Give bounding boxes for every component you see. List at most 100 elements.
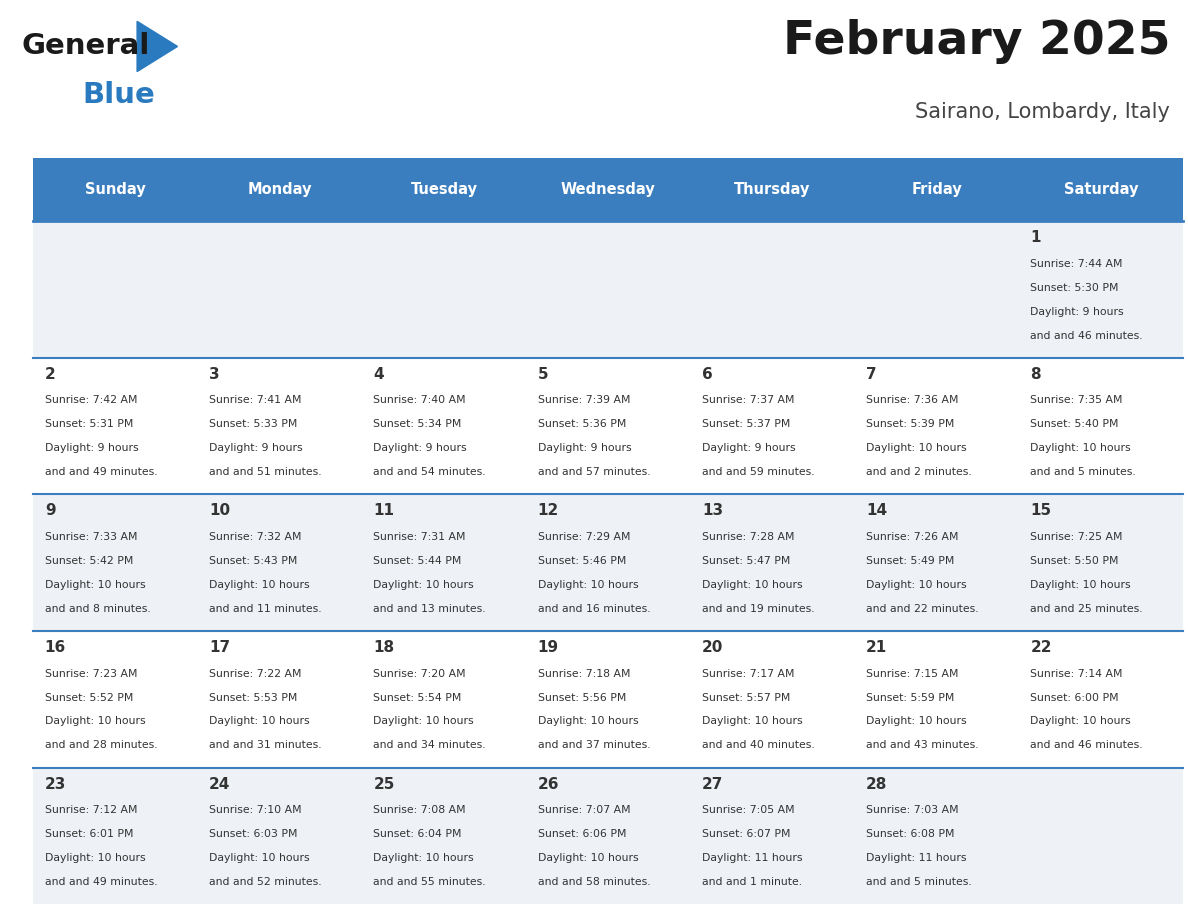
Text: Sunset: 5:34 PM: Sunset: 5:34 PM <box>373 420 462 430</box>
Text: Sunrise: 7:17 AM: Sunrise: 7:17 AM <box>702 668 795 678</box>
Text: and and 28 minutes.: and and 28 minutes. <box>45 740 157 750</box>
Text: and and 49 minutes.: and and 49 minutes. <box>45 467 157 477</box>
Text: Sunset: 5:42 PM: Sunset: 5:42 PM <box>45 556 133 566</box>
Text: and and 57 minutes.: and and 57 minutes. <box>538 467 650 477</box>
Text: Sunrise: 7:22 AM: Sunrise: 7:22 AM <box>209 668 302 678</box>
Text: Sunset: 5:40 PM: Sunset: 5:40 PM <box>1030 420 1119 430</box>
Text: and and 37 minutes.: and and 37 minutes. <box>538 740 650 750</box>
Text: Daylight: 10 hours: Daylight: 10 hours <box>1030 580 1131 590</box>
Text: Daylight: 10 hours: Daylight: 10 hours <box>209 716 310 726</box>
Text: Sunrise: 7:33 AM: Sunrise: 7:33 AM <box>45 532 138 542</box>
Text: and and 52 minutes.: and and 52 minutes. <box>209 877 322 887</box>
Text: Daylight: 10 hours: Daylight: 10 hours <box>373 716 474 726</box>
Text: Sunset: 5:50 PM: Sunset: 5:50 PM <box>1030 556 1119 566</box>
Text: Sunset: 5:49 PM: Sunset: 5:49 PM <box>866 556 954 566</box>
Text: 20: 20 <box>702 640 723 655</box>
Text: Daylight: 10 hours: Daylight: 10 hours <box>209 853 310 863</box>
Text: and and 34 minutes.: and and 34 minutes. <box>373 740 486 750</box>
Text: Sairano, Lombardy, Italy: Sairano, Lombardy, Italy <box>915 102 1170 121</box>
Text: Sunrise: 7:05 AM: Sunrise: 7:05 AM <box>702 805 795 815</box>
Text: 8: 8 <box>1030 367 1041 382</box>
Text: Blue: Blue <box>83 82 156 109</box>
Text: Sunrise: 7:23 AM: Sunrise: 7:23 AM <box>45 668 138 678</box>
Text: and and 46 minutes.: and and 46 minutes. <box>1030 740 1143 750</box>
Text: Sunrise: 7:25 AM: Sunrise: 7:25 AM <box>1030 532 1123 542</box>
Text: and and 5 minutes.: and and 5 minutes. <box>1030 467 1136 477</box>
Text: Sunrise: 7:35 AM: Sunrise: 7:35 AM <box>1030 396 1123 406</box>
Text: Sunrise: 7:37 AM: Sunrise: 7:37 AM <box>702 396 795 406</box>
Text: and and 59 minutes.: and and 59 minutes. <box>702 467 815 477</box>
Text: Sunset: 5:52 PM: Sunset: 5:52 PM <box>45 692 133 702</box>
Text: 10: 10 <box>209 503 230 519</box>
Text: and and 16 minutes.: and and 16 minutes. <box>538 604 650 614</box>
Text: Sunrise: 7:18 AM: Sunrise: 7:18 AM <box>538 668 630 678</box>
FancyBboxPatch shape <box>33 358 1183 495</box>
Text: 23: 23 <box>45 777 67 791</box>
Text: and and 54 minutes.: and and 54 minutes. <box>373 467 486 477</box>
Text: and and 51 minutes.: and and 51 minutes. <box>209 467 322 477</box>
Text: Sunset: 6:06 PM: Sunset: 6:06 PM <box>538 829 626 839</box>
Text: 15: 15 <box>1030 503 1051 519</box>
Text: Daylight: 10 hours: Daylight: 10 hours <box>538 853 638 863</box>
Text: Sunset: 5:44 PM: Sunset: 5:44 PM <box>373 556 462 566</box>
Text: 21: 21 <box>866 640 887 655</box>
Text: Sunrise: 7:10 AM: Sunrise: 7:10 AM <box>209 805 302 815</box>
Text: and and 43 minutes.: and and 43 minutes. <box>866 740 979 750</box>
Text: 13: 13 <box>702 503 723 519</box>
Text: Daylight: 11 hours: Daylight: 11 hours <box>702 853 802 863</box>
Text: 14: 14 <box>866 503 887 519</box>
FancyBboxPatch shape <box>362 158 526 221</box>
Text: 22: 22 <box>1030 640 1051 655</box>
Text: Sunrise: 7:44 AM: Sunrise: 7:44 AM <box>1030 259 1123 269</box>
Text: Sunday: Sunday <box>86 182 146 197</box>
Text: Daylight: 10 hours: Daylight: 10 hours <box>373 580 474 590</box>
Text: and and 11 minutes.: and and 11 minutes. <box>209 604 322 614</box>
FancyBboxPatch shape <box>1019 158 1183 221</box>
Text: and and 13 minutes.: and and 13 minutes. <box>373 604 486 614</box>
FancyBboxPatch shape <box>33 221 1183 358</box>
Text: Sunrise: 7:39 AM: Sunrise: 7:39 AM <box>538 396 630 406</box>
Text: and and 5 minutes.: and and 5 minutes. <box>866 877 972 887</box>
Text: 6: 6 <box>702 367 713 382</box>
Text: 17: 17 <box>209 640 230 655</box>
Text: Sunset: 5:57 PM: Sunset: 5:57 PM <box>702 692 790 702</box>
FancyBboxPatch shape <box>526 158 690 221</box>
Text: and and 22 minutes.: and and 22 minutes. <box>866 604 979 614</box>
Text: 9: 9 <box>45 503 56 519</box>
Text: Friday: Friday <box>911 182 962 197</box>
Text: and and 8 minutes.: and and 8 minutes. <box>45 604 151 614</box>
Text: and and 49 minutes.: and and 49 minutes. <box>45 877 157 887</box>
Text: Sunrise: 7:29 AM: Sunrise: 7:29 AM <box>538 532 630 542</box>
Text: 19: 19 <box>538 640 558 655</box>
Text: General: General <box>21 32 151 61</box>
Text: 3: 3 <box>209 367 220 382</box>
Text: Sunrise: 7:03 AM: Sunrise: 7:03 AM <box>866 805 959 815</box>
Text: Sunset: 6:04 PM: Sunset: 6:04 PM <box>373 829 462 839</box>
Text: Daylight: 9 hours: Daylight: 9 hours <box>702 443 796 453</box>
Text: 26: 26 <box>538 777 560 791</box>
Text: 5: 5 <box>538 367 548 382</box>
Text: Daylight: 10 hours: Daylight: 10 hours <box>866 716 967 726</box>
Text: Sunset: 5:30 PM: Sunset: 5:30 PM <box>1030 283 1119 293</box>
Text: Sunrise: 7:12 AM: Sunrise: 7:12 AM <box>45 805 138 815</box>
Text: Sunset: 5:54 PM: Sunset: 5:54 PM <box>373 692 462 702</box>
Text: Monday: Monday <box>247 182 312 197</box>
Text: Sunrise: 7:26 AM: Sunrise: 7:26 AM <box>866 532 959 542</box>
Text: Sunset: 5:56 PM: Sunset: 5:56 PM <box>538 692 626 702</box>
Text: 2: 2 <box>45 367 56 382</box>
Text: Sunrise: 7:31 AM: Sunrise: 7:31 AM <box>373 532 466 542</box>
Text: 24: 24 <box>209 777 230 791</box>
Text: Daylight: 9 hours: Daylight: 9 hours <box>1030 307 1124 317</box>
Text: Daylight: 10 hours: Daylight: 10 hours <box>45 580 145 590</box>
Text: and and 58 minutes.: and and 58 minutes. <box>538 877 650 887</box>
Text: Daylight: 10 hours: Daylight: 10 hours <box>45 716 145 726</box>
Text: Sunrise: 7:32 AM: Sunrise: 7:32 AM <box>209 532 302 542</box>
Text: Sunrise: 7:07 AM: Sunrise: 7:07 AM <box>538 805 631 815</box>
Text: Sunset: 5:33 PM: Sunset: 5:33 PM <box>209 420 297 430</box>
Text: Sunset: 5:36 PM: Sunset: 5:36 PM <box>538 420 626 430</box>
Text: 18: 18 <box>373 640 394 655</box>
FancyBboxPatch shape <box>854 158 1019 221</box>
Text: 7: 7 <box>866 367 877 382</box>
Text: Daylight: 9 hours: Daylight: 9 hours <box>373 443 467 453</box>
Text: and and 19 minutes.: and and 19 minutes. <box>702 604 815 614</box>
